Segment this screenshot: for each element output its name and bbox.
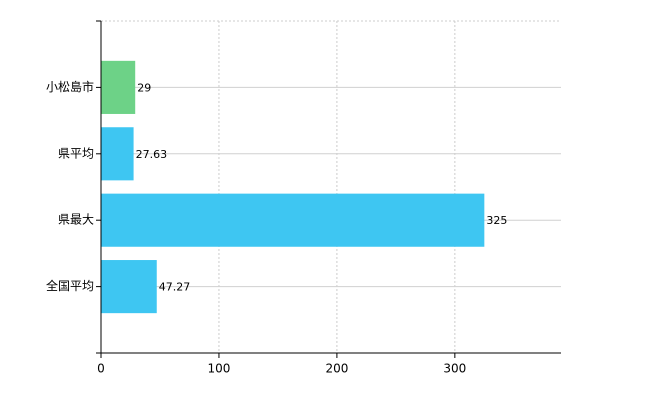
value-label: 325 bbox=[486, 214, 507, 227]
bar bbox=[101, 260, 157, 314]
x-tick-label: 200 bbox=[325, 362, 348, 376]
bar bbox=[101, 127, 134, 181]
y-tick-label: 県最大 bbox=[58, 213, 94, 227]
y-tick-label: 全国平均 bbox=[46, 278, 94, 293]
bar bbox=[101, 60, 136, 114]
value-label: 29 bbox=[137, 81, 151, 94]
x-tick-label: 300 bbox=[443, 362, 466, 376]
x-tick-label: 100 bbox=[207, 362, 230, 376]
bar bbox=[101, 193, 485, 247]
y-tick-label: 小松島市 bbox=[46, 79, 94, 94]
value-label: 47.27 bbox=[159, 281, 191, 294]
value-label: 27.63 bbox=[136, 148, 168, 161]
y-tick-label: 県平均 bbox=[58, 146, 94, 160]
x-tick-label: 0 bbox=[97, 362, 105, 376]
